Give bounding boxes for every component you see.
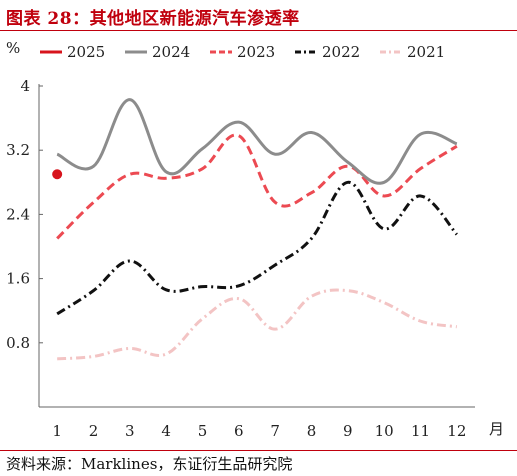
y-axis-unit: % [6, 39, 20, 57]
x-tick-label: 11 [411, 422, 430, 440]
y-tick-label: 0.8 [6, 334, 30, 352]
chart-title: 图表 28：其他地区新能源汽车渗透率 [6, 9, 300, 29]
series-line-2021 [57, 288, 458, 361]
x-tick-label: 4 [161, 422, 171, 440]
y-tick-label: 3.2 [6, 141, 30, 159]
x-tick-label: 2 [89, 422, 99, 440]
x-tick-label: 8 [307, 422, 317, 440]
source-rule [0, 450, 517, 451]
y-tick-label: 4 [20, 77, 30, 95]
series-line-2024 [56, 98, 458, 185]
chart-series [52, 98, 458, 361]
series-line-2023 [56, 133, 458, 240]
x-axis-unit: 月 [489, 420, 504, 438]
x-tick-label: 10 [375, 422, 394, 440]
x-tick-label: 7 [270, 422, 280, 440]
x-tick-label: 12 [447, 422, 466, 440]
legend-label-2021: 2021 [407, 43, 445, 61]
x-tick-label: 3 [125, 422, 135, 440]
legend-label-2024: 2024 [152, 43, 190, 61]
title-rule [0, 30, 517, 31]
series-point-2025 [52, 169, 63, 180]
x-tick-label: 6 [234, 422, 244, 440]
y-axis-ticks: 0.8 1.6 2.4 3.2 4 [6, 77, 43, 352]
x-tick-label: 5 [198, 422, 208, 440]
legend-label-2022: 2022 [322, 43, 360, 61]
x-tick-label: 1 [52, 422, 62, 440]
x-tick-label: 9 [343, 422, 353, 440]
y-tick-label: 1.6 [6, 270, 30, 288]
legend-label-2025: 2025 [67, 43, 105, 61]
y-tick-label: 2.4 [6, 205, 30, 223]
chart-legend: 2025 2024 2023 2022 2021 [40, 43, 445, 61]
series-line-2022 [56, 180, 458, 316]
legend-label-2023: 2023 [237, 43, 275, 61]
source-note: 资料来源：Marklines，东证衍生品研究院 [6, 455, 293, 473]
x-axis-ticks: 1 2 3 4 5 6 7 8 9 10 11 12 [52, 422, 466, 440]
